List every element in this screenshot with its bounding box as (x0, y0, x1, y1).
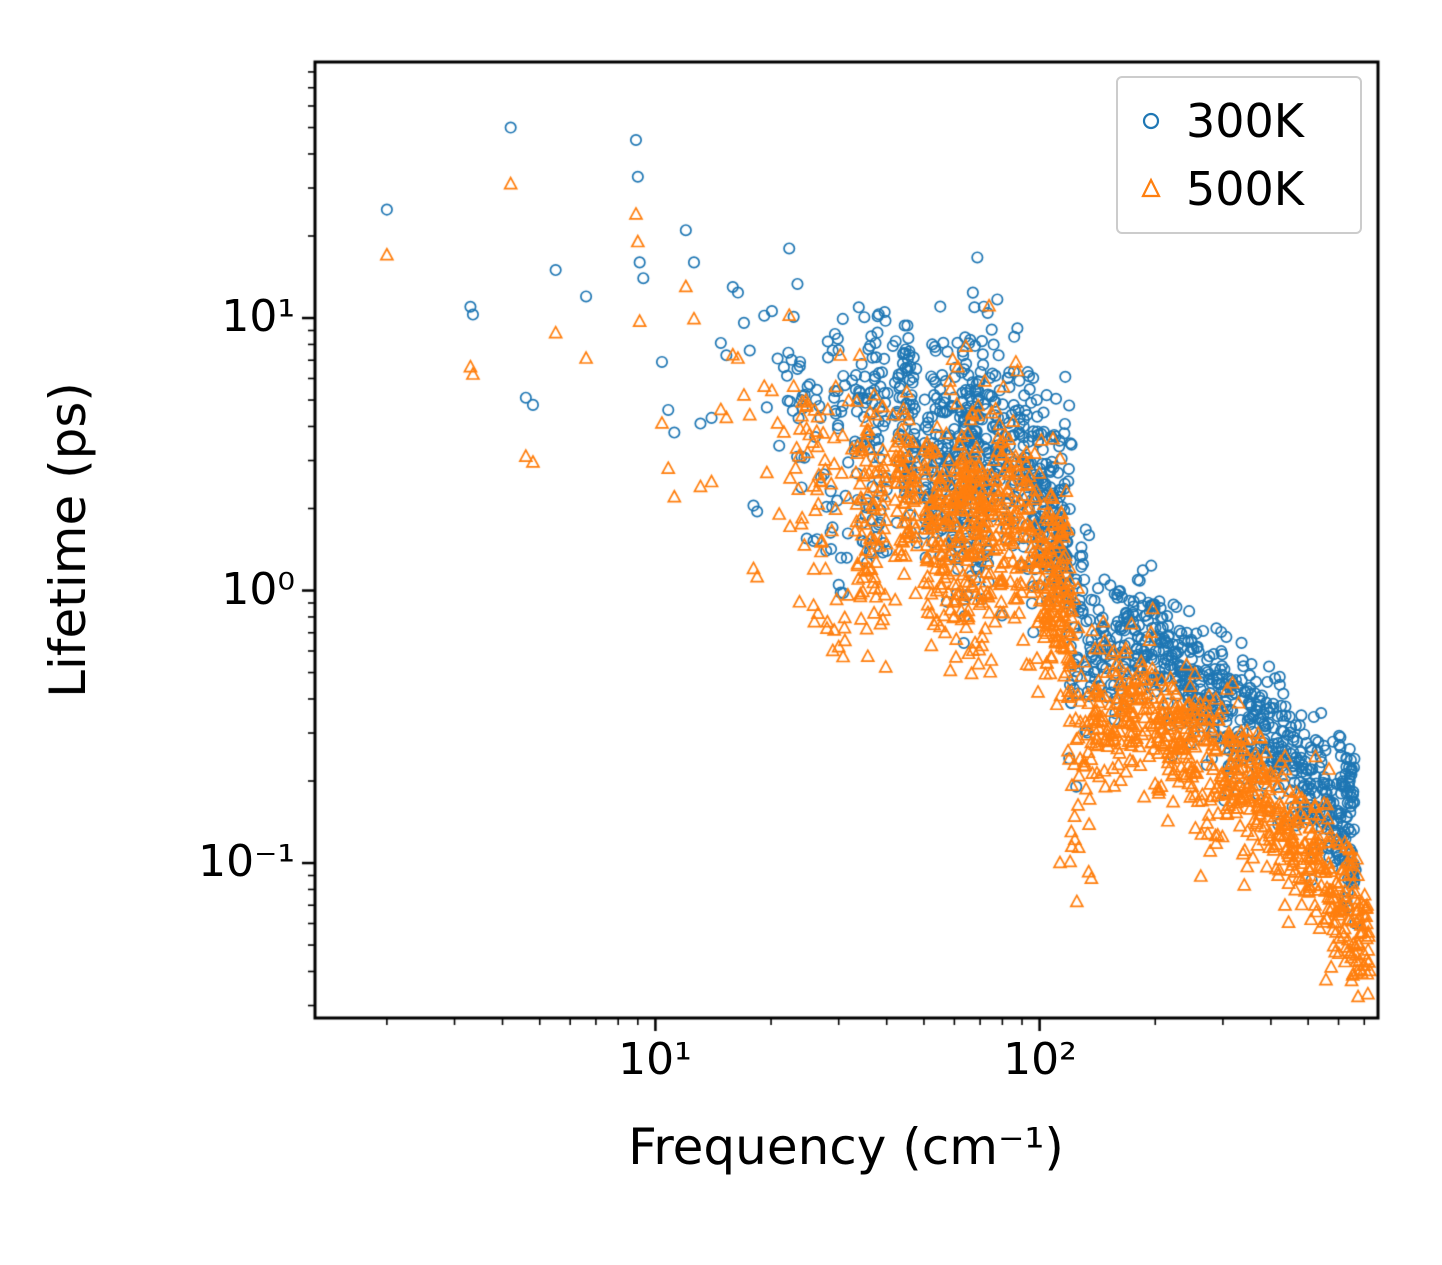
y-tick-label-0p1: 10⁻¹ (198, 836, 295, 887)
circle-marker-icon (1142, 112, 1160, 130)
y-tick-label-10: 10¹ (221, 291, 295, 342)
x-tick-label-10: 10¹ (618, 1034, 692, 1085)
legend: 300K 500K (1116, 76, 1362, 234)
x-tick-label-100: 10² (1003, 1034, 1077, 1085)
legend-entry-300k: 300K (1136, 92, 1342, 150)
y-axis-title: Lifetime (ps) (39, 382, 97, 698)
legend-label-300k: 300K (1186, 94, 1304, 148)
legend-entry-500k: 500K (1136, 160, 1342, 218)
x-axis-title: Frequency (cm⁻¹) (628, 1118, 1064, 1176)
legend-label-500k: 500K (1186, 162, 1304, 216)
triangle-marker-icon (1141, 177, 1161, 198)
y-tick-label-1: 10⁰ (221, 564, 295, 615)
